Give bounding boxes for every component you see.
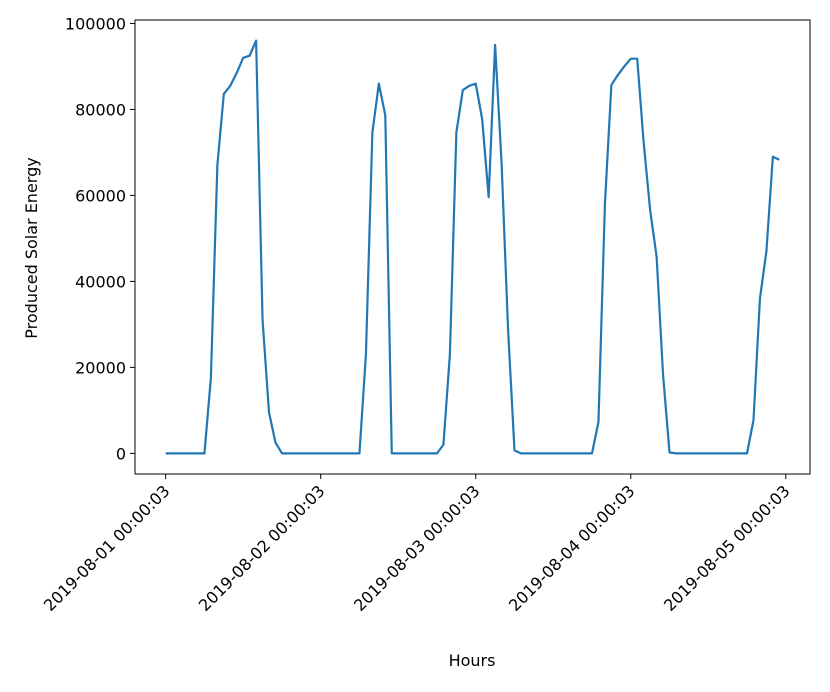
x-tick-label: 2019-08-01 00:00:03 xyxy=(40,481,174,615)
y-tick-label: 40000 xyxy=(75,272,126,291)
x-tick-label: 2019-08-04 00:00:03 xyxy=(505,481,639,615)
y-tick-label: 0 xyxy=(116,444,126,463)
x-axis-label: Hours xyxy=(449,651,496,670)
y-tick-label: 60000 xyxy=(75,186,126,205)
y-tick-label: 100000 xyxy=(65,14,126,33)
plot-frame xyxy=(134,19,811,475)
data-line xyxy=(165,39,780,455)
x-tick-label: 2019-08-02 00:00:03 xyxy=(195,481,329,615)
y-axis-label: Produced Solar Energy xyxy=(22,157,41,338)
y-tick-label: 80000 xyxy=(75,100,126,119)
x-tick-label: 2019-08-05 00:00:03 xyxy=(660,481,794,615)
x-tick-label: 2019-08-03 00:00:03 xyxy=(350,481,484,615)
y-tick-label: 20000 xyxy=(75,358,126,377)
